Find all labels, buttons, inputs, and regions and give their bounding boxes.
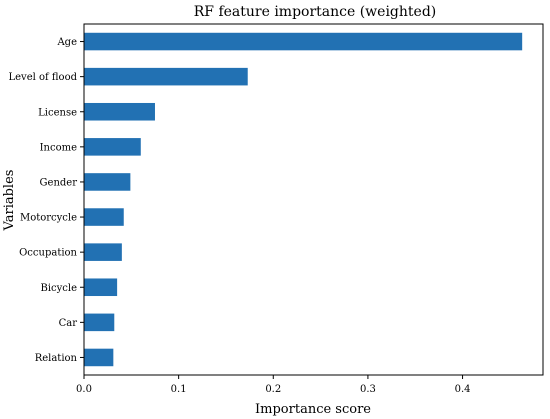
- bar-occupation: [84, 243, 122, 261]
- y-tick-label-motorcycle: Motorcycle: [20, 213, 77, 224]
- x-tick-label: 0.3: [360, 384, 376, 395]
- bar-relation: [84, 348, 114, 367]
- bar-level-of-flood: [84, 67, 248, 86]
- y-tick-label-income: Income: [40, 142, 77, 153]
- bar-car: [84, 313, 115, 332]
- x-ticks-group: 0.0 0.1 0.2 0.3 0.4: [76, 375, 471, 395]
- bar-bicycle: [84, 278, 118, 297]
- bar-gender: [84, 173, 131, 191]
- y-axis-label: Variables: [2, 170, 17, 232]
- x-axis-label: Importance score: [255, 402, 371, 417]
- x-tick-label: 0.1: [171, 384, 187, 395]
- y-tick-label-car: Car: [59, 318, 78, 329]
- bar-income: [84, 138, 141, 156]
- x-tick-label: 0.0: [76, 384, 92, 395]
- bar-license: [84, 102, 155, 121]
- y-tick-label-relation: Relation: [35, 353, 78, 364]
- y-tick-label-bicycle: Bicycle: [40, 283, 77, 294]
- bars-group: [84, 32, 523, 367]
- y-tick-label-license: License: [38, 107, 77, 118]
- plot-frame: [83, 23, 544, 376]
- bar-age: [84, 32, 523, 51]
- bar-motorcycle: [84, 208, 124, 226]
- x-tick-label: 0.4: [455, 384, 471, 395]
- x-tick-label: 0.2: [265, 384, 281, 395]
- y-tick-label-level-of-flood: Level of flood: [8, 72, 77, 83]
- chart-title: RF feature importance (weighted): [194, 4, 437, 20]
- y-ticks-group: Age Level of flood License Income Gender Moto…: [8, 37, 84, 364]
- y-tick-label-gender: Gender: [40, 177, 78, 188]
- y-tick-label-age: Age: [56, 37, 77, 48]
- y-tick-label-occupation: Occupation: [19, 248, 77, 259]
